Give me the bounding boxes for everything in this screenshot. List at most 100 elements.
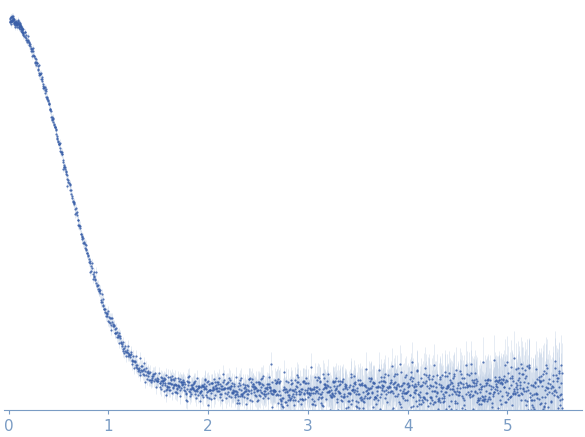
Point — [147, 373, 157, 380]
Point — [86, 268, 95, 275]
Point — [284, 392, 293, 399]
Point — [525, 394, 534, 401]
Point — [338, 393, 347, 400]
Point — [387, 406, 397, 413]
Point — [449, 371, 459, 378]
Point — [493, 378, 503, 385]
Point — [73, 216, 82, 223]
Point — [57, 151, 66, 158]
Point — [39, 85, 49, 92]
Point — [246, 378, 256, 385]
Point — [474, 385, 483, 392]
Point — [385, 384, 394, 391]
Point — [421, 380, 430, 387]
Point — [325, 406, 335, 413]
Point — [463, 371, 472, 378]
Point — [362, 395, 371, 402]
Point — [342, 392, 352, 399]
Point — [457, 413, 466, 420]
Point — [11, 17, 20, 24]
Point — [146, 376, 155, 383]
Point — [319, 403, 328, 410]
Point — [32, 59, 42, 66]
Point — [12, 21, 22, 28]
Point — [90, 273, 99, 280]
Point — [40, 84, 49, 91]
Point — [249, 382, 259, 389]
Point — [356, 382, 365, 389]
Point — [243, 390, 252, 397]
Point — [542, 384, 551, 391]
Point — [409, 382, 418, 389]
Point — [63, 175, 72, 182]
Point — [533, 376, 542, 383]
Point — [439, 393, 449, 400]
Point — [256, 384, 266, 391]
Point — [368, 388, 377, 395]
Point — [500, 372, 509, 379]
Point — [516, 361, 525, 368]
Point — [452, 406, 461, 413]
Point — [439, 399, 448, 406]
Point — [274, 379, 284, 386]
Point — [273, 392, 283, 399]
Point — [148, 370, 157, 377]
Point — [482, 377, 491, 384]
Point — [488, 392, 498, 399]
Point — [319, 385, 329, 392]
Point — [181, 397, 190, 404]
Point — [291, 376, 300, 383]
Point — [7, 18, 16, 25]
Point — [30, 54, 40, 61]
Point — [413, 402, 422, 409]
Point — [466, 387, 476, 394]
Point — [97, 298, 106, 305]
Point — [451, 391, 460, 398]
Point — [350, 381, 360, 388]
Point — [210, 378, 219, 385]
Point — [172, 389, 181, 396]
Point — [485, 390, 494, 397]
Point — [402, 388, 411, 395]
Point — [150, 369, 159, 376]
Point — [558, 395, 567, 402]
Point — [539, 376, 548, 383]
Point — [247, 375, 257, 382]
Point — [510, 385, 519, 392]
Point — [375, 407, 384, 414]
Point — [397, 381, 407, 388]
Point — [443, 382, 452, 389]
Point — [56, 149, 66, 156]
Point — [474, 395, 483, 402]
Point — [109, 323, 118, 330]
Point — [190, 390, 199, 397]
Point — [294, 378, 303, 385]
Point — [292, 379, 302, 386]
Point — [236, 392, 245, 399]
Point — [279, 369, 288, 376]
Point — [298, 378, 308, 385]
Point — [448, 385, 457, 392]
Point — [435, 374, 444, 381]
Point — [307, 390, 316, 397]
Point — [177, 379, 187, 386]
Point — [430, 378, 439, 385]
Point — [241, 387, 250, 394]
Point — [143, 367, 152, 374]
Point — [432, 388, 441, 395]
Point — [540, 386, 549, 393]
Point — [219, 386, 228, 393]
Point — [535, 377, 545, 384]
Point — [498, 376, 507, 383]
Point — [508, 389, 517, 396]
Point — [164, 380, 174, 387]
Point — [510, 409, 519, 416]
Point — [548, 410, 557, 417]
Point — [498, 411, 508, 418]
Point — [195, 389, 205, 396]
Point — [12, 21, 22, 28]
Point — [253, 386, 262, 393]
Point — [405, 392, 415, 399]
Point — [166, 377, 176, 384]
Point — [380, 388, 389, 395]
